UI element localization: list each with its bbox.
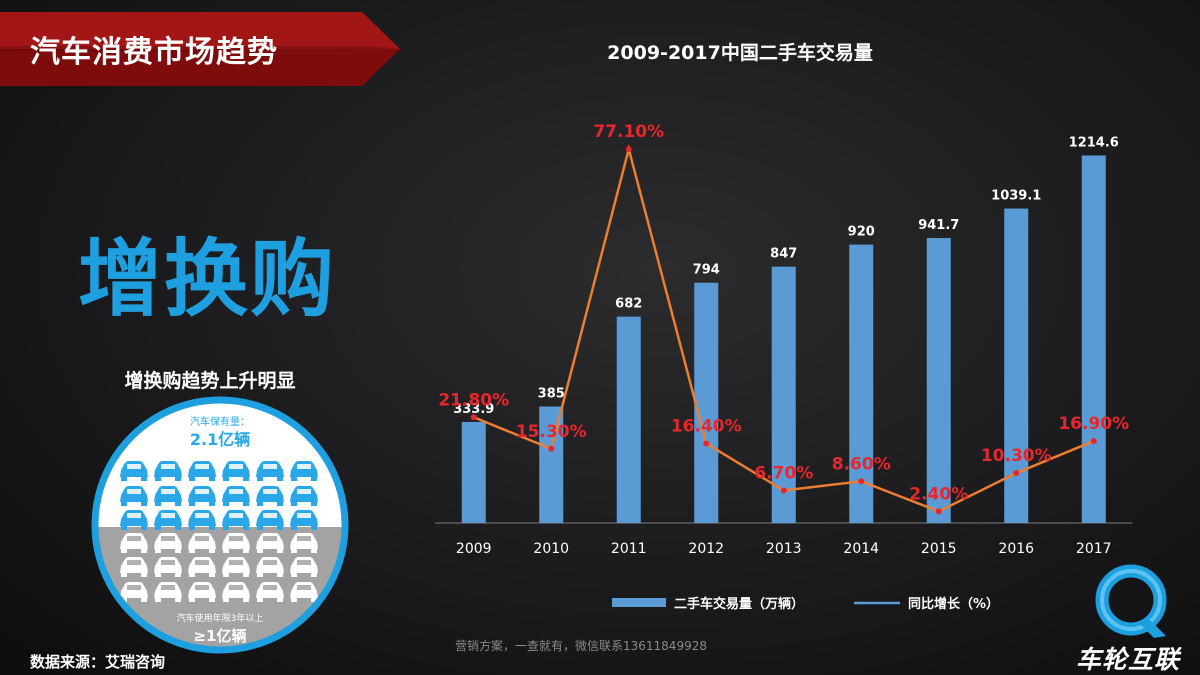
- growth-point-2010: [548, 445, 555, 452]
- car-white-icon: [120, 557, 148, 577]
- car-blue-icon: [188, 510, 216, 530]
- car-white-icon: [290, 582, 318, 602]
- car-white-icon: [154, 582, 182, 602]
- x-tick-2011: 2011: [611, 541, 647, 557]
- car-white-icon: [188, 557, 216, 577]
- growth-label-2009: 21.80%: [438, 390, 509, 410]
- bar-2013: [771, 266, 796, 523]
- ownership-value: 2.1亿辆: [190, 430, 250, 449]
- car-blue-icon: [290, 510, 318, 530]
- car-white-icon: [120, 533, 148, 553]
- x-tick-2012: 2012: [688, 541, 724, 557]
- car-white-icon: [290, 557, 318, 577]
- car-blue-icon: [120, 486, 148, 506]
- car-blue-icon: [188, 486, 216, 506]
- car-blue-icon: [222, 486, 250, 506]
- x-tick-2015: 2015: [921, 541, 957, 557]
- growth-label-2012: 16.40%: [671, 416, 742, 436]
- growth-label-2013: 6.70%: [754, 464, 813, 484]
- growth-point-2016: [1013, 470, 1020, 477]
- growth-label-2014: 8.60%: [832, 454, 891, 474]
- logo-text: 车轮互联: [1076, 645, 1181, 674]
- car-blue-icon: [120, 510, 148, 530]
- growth-label-2010: 15.30%: [516, 422, 587, 442]
- data-source: 数据来源：艾瑞咨询: [30, 653, 166, 671]
- bar-label-2014: 920: [848, 225, 875, 240]
- car-blue-icon: [188, 461, 216, 481]
- q-ring-logo-icon: [1095, 564, 1167, 638]
- bar-label-2009: 333.9: [453, 402, 494, 417]
- bar-2012: [694, 282, 719, 523]
- bar-2009: [461, 421, 486, 523]
- bar-label-2012: 794: [693, 263, 720, 278]
- chart-title: 2009-2017中国二手车交易量: [607, 42, 873, 64]
- x-tick-2010: 2010: [533, 541, 569, 557]
- growth-point-2012: [703, 440, 710, 447]
- bar-label-2017: 1214.6: [1069, 135, 1119, 150]
- x-tick-2009: 2009: [456, 541, 492, 557]
- age-value: ≥1亿辆: [193, 627, 246, 645]
- car-blue-icon: [154, 510, 182, 530]
- bar-2010: [539, 406, 564, 523]
- growth-point-2017: [1090, 438, 1097, 445]
- growth-point-2011: [625, 146, 632, 153]
- car-white-icon: [256, 582, 284, 602]
- car-blue-icon: [290, 486, 318, 506]
- car-blue-icon: [154, 486, 182, 506]
- growth-point-2009: [470, 414, 477, 421]
- car-blue-icon: [222, 461, 250, 481]
- car-white-icon: [154, 557, 182, 577]
- bar-2014: [849, 244, 874, 523]
- headline: 增换购: [78, 230, 337, 328]
- legend-line-label: 同比增长（%）: [908, 596, 999, 612]
- car-blue-icon: [256, 510, 284, 530]
- legend-bar-label: 二手车交易量（万辆）: [674, 596, 804, 612]
- growth-label-2017: 16.90%: [1058, 414, 1129, 434]
- bar-2011: [616, 316, 641, 523]
- legend-bar-swatch: [612, 598, 666, 607]
- growth-label-2016: 10.30%: [981, 446, 1052, 466]
- bar-label-2010: 385: [538, 386, 565, 401]
- x-tick-2014: 2014: [843, 541, 879, 557]
- growth-label-2015: 2.40%: [909, 484, 968, 504]
- car-blue-icon: [120, 461, 148, 481]
- bar-2015: [926, 238, 951, 524]
- x-tick-2016: 2016: [998, 541, 1034, 557]
- growth-point-2014: [858, 478, 865, 485]
- banner-title: 汽车消费市场趋势: [30, 35, 278, 70]
- x-tick-2013: 2013: [766, 541, 802, 557]
- bar-label-2011: 682: [615, 297, 642, 312]
- car-blue-icon: [222, 510, 250, 530]
- watermark: 营销方案，一查就有，微信联系13611849928: [455, 639, 707, 653]
- bar-label-2013: 847: [770, 247, 797, 262]
- car-white-icon: [222, 582, 250, 602]
- car-white-icon: [290, 533, 318, 553]
- car-blue-icon: [256, 486, 284, 506]
- car-blue-icon: [256, 461, 284, 481]
- growth-point-2015: [935, 508, 942, 515]
- car-blue-icon: [154, 461, 182, 481]
- subhead: 增换购趋势上升明显: [124, 370, 296, 392]
- car-blue-icon: [290, 461, 318, 481]
- growth-point-2013: [780, 487, 787, 494]
- bar-label-2015: 941.7: [918, 218, 959, 233]
- car-white-icon: [188, 533, 216, 553]
- car-white-icon: [256, 533, 284, 553]
- car-white-icon: [222, 533, 250, 553]
- x-tick-2017: 2017: [1076, 541, 1112, 557]
- car-white-icon: [188, 582, 216, 602]
- growth-label-2011: 77.10%: [593, 122, 664, 142]
- bar-label-2016: 1039.1: [991, 189, 1041, 204]
- car-white-icon: [256, 557, 284, 577]
- car-white-icon: [222, 557, 250, 577]
- ownership-label: 汽车保有量：: [190, 415, 250, 428]
- bar-2017: [1081, 155, 1106, 523]
- infographic-ring: [91, 396, 349, 654]
- car-white-icon: [154, 533, 182, 553]
- age-label: 汽车使用年限3年以上: [177, 612, 264, 624]
- title-banner: [0, 12, 400, 86]
